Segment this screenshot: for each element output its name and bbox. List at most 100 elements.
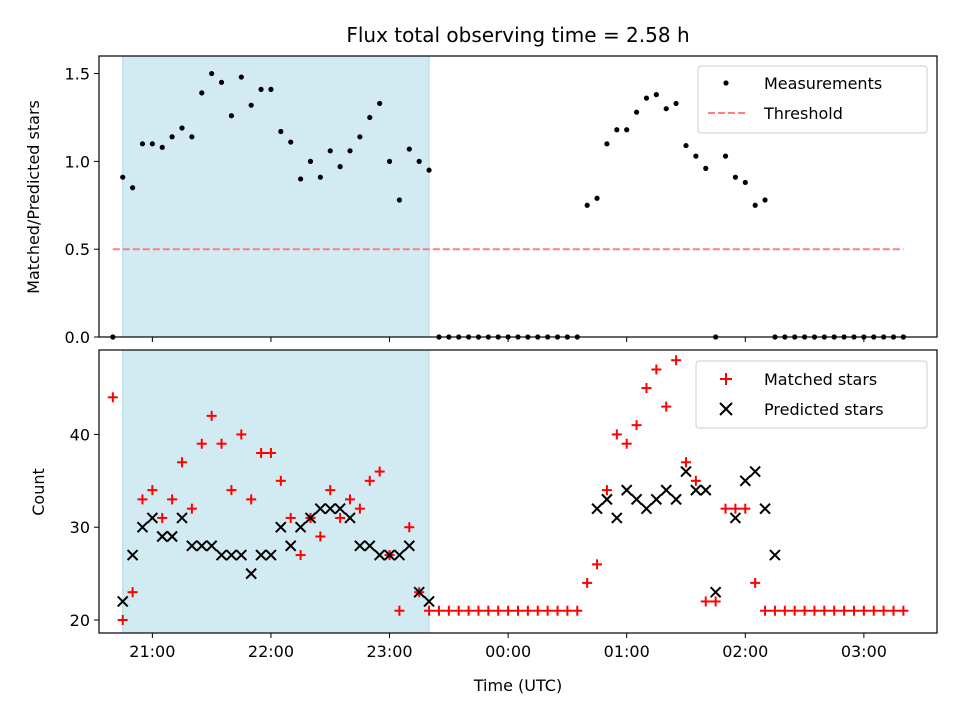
- predicted-star-stroke: [620, 484, 633, 496]
- matched-star-point: [868, 605, 879, 616]
- predicted-star-stroke: [749, 465, 761, 478]
- legend-matched-marker: [720, 373, 732, 385]
- matched-star-point: [730, 503, 741, 514]
- predicted-star-stroke: [324, 502, 336, 515]
- predicted-star-point: [670, 493, 682, 506]
- top-y-tick-label: 0.0: [65, 328, 90, 347]
- matched-star-point: [483, 605, 494, 616]
- matched-star-point: [285, 512, 296, 523]
- measurement-point: [683, 142, 689, 149]
- top-shaded-region: [122, 55, 430, 338]
- matched-star-point: [107, 392, 118, 403]
- measurement-point: [426, 167, 432, 173]
- predicted-star-point: [591, 502, 603, 515]
- matched-star-point: [829, 605, 840, 616]
- matched-star-point: [206, 410, 217, 421]
- matched-star-point: [799, 605, 810, 616]
- predicted-star-stroke: [265, 549, 277, 561]
- predicted-star-point: [611, 512, 623, 524]
- predicted-star-point: [630, 493, 643, 506]
- predicted-star-point: [136, 521, 149, 533]
- bottom-y-tick-label: 40: [70, 425, 90, 444]
- predicted-star-point: [126, 549, 139, 561]
- top-panel: 0.0 0.5 1.0 1.5 Matched/Predicted stars Mea…: [24, 55, 938, 347]
- matched-star-point: [137, 494, 148, 505]
- predicted-star-point: [650, 493, 663, 506]
- measurement-point: [297, 176, 304, 182]
- matched-star-point: [769, 605, 780, 616]
- measurement-point: [416, 158, 422, 164]
- matched-star-point: [671, 355, 682, 366]
- matched-star-point: [532, 605, 543, 616]
- predicted-star-stroke: [650, 493, 663, 506]
- predicted-star-stroke: [354, 540, 366, 552]
- matched-star-point: [621, 438, 632, 449]
- legend-matched-label: Matched stars: [764, 370, 877, 389]
- matched-star-point: [167, 494, 178, 505]
- predicted-star-stroke: [640, 502, 653, 515]
- predicted-star-stroke: [739, 475, 751, 487]
- predicted-star-point: [769, 549, 781, 561]
- matched-star-point: [740, 503, 751, 514]
- predicted-star-stroke: [275, 521, 287, 533]
- measurement-point: [367, 114, 373, 121]
- predicted-star-stroke: [364, 540, 376, 552]
- x-axis-label: Time (UTC): [473, 676, 562, 695]
- matched-star-point: [216, 438, 227, 449]
- matched-star-point: [572, 605, 583, 616]
- matched-star-point: [651, 364, 662, 375]
- legend-predicted-label: Predicted stars: [764, 400, 884, 419]
- measurement-point: [347, 148, 353, 154]
- measurement-point: [752, 202, 758, 208]
- predicted-star-point: [383, 549, 396, 561]
- bottom-legend: Matched stars Predicted stars: [695, 360, 928, 429]
- matched-star-point: [453, 605, 464, 616]
- bottom-axes-frame: [98, 349, 938, 634]
- measurement-point: [317, 174, 323, 180]
- measurement-point: [228, 113, 235, 119]
- predicted-star-stroke: [393, 549, 406, 561]
- predicted-star-stroke: [630, 493, 643, 506]
- x-tick-label: 00:00: [485, 642, 531, 661]
- matched-star-point: [819, 605, 830, 616]
- bottom-panel: 20 30 40 21:00 22:00 23:00 00:00 01:00 02:00 03:…: [29, 349, 938, 695]
- predicted-star-point: [215, 549, 228, 561]
- bottom-y-axis-label: Count: [29, 468, 48, 516]
- matched-star-point: [848, 605, 859, 616]
- matched-star-point: [463, 605, 474, 616]
- matched-star-point: [542, 605, 553, 616]
- predicted-star-point: [354, 540, 366, 552]
- matched-star-point: [364, 475, 375, 486]
- matched-star-point: [839, 605, 850, 616]
- top-axes-frame: [98, 55, 938, 338]
- matched-star-point: [631, 420, 642, 431]
- predicted-star-stroke: [591, 502, 603, 515]
- predicted-star-stroke: [235, 549, 248, 561]
- predicted-star-stroke: [700, 484, 712, 496]
- predicted-star-stroke: [690, 484, 702, 496]
- measurement-point: [653, 92, 659, 98]
- top-y-axis-label: Matched/Predicted stars: [24, 100, 43, 294]
- predicted-star-point: [759, 502, 771, 515]
- predicted-star-stroke: [304, 512, 317, 524]
- measurement-point: [268, 86, 274, 92]
- predicted-star-point: [156, 530, 168, 543]
- measurement-point: [663, 106, 669, 112]
- predicted-star-stroke: [205, 540, 218, 552]
- x-tick-label: 22:00: [248, 642, 294, 661]
- measurement-point: [288, 139, 294, 145]
- matched-star-point: [888, 605, 899, 616]
- predicted-star-stroke: [126, 549, 139, 561]
- matched-star-point: [354, 503, 365, 514]
- matched-star-point: [394, 605, 405, 616]
- measurement-point: [614, 127, 620, 133]
- matched-star-point: [433, 605, 444, 616]
- measurement-point: [633, 109, 640, 115]
- matched-star-point: [177, 457, 188, 468]
- predicted-star-stroke: [294, 521, 307, 533]
- matched-star-point: [265, 447, 276, 458]
- matched-star-point: [680, 457, 691, 468]
- matched-star-point: [374, 466, 385, 477]
- predicted-star-point: [117, 595, 129, 608]
